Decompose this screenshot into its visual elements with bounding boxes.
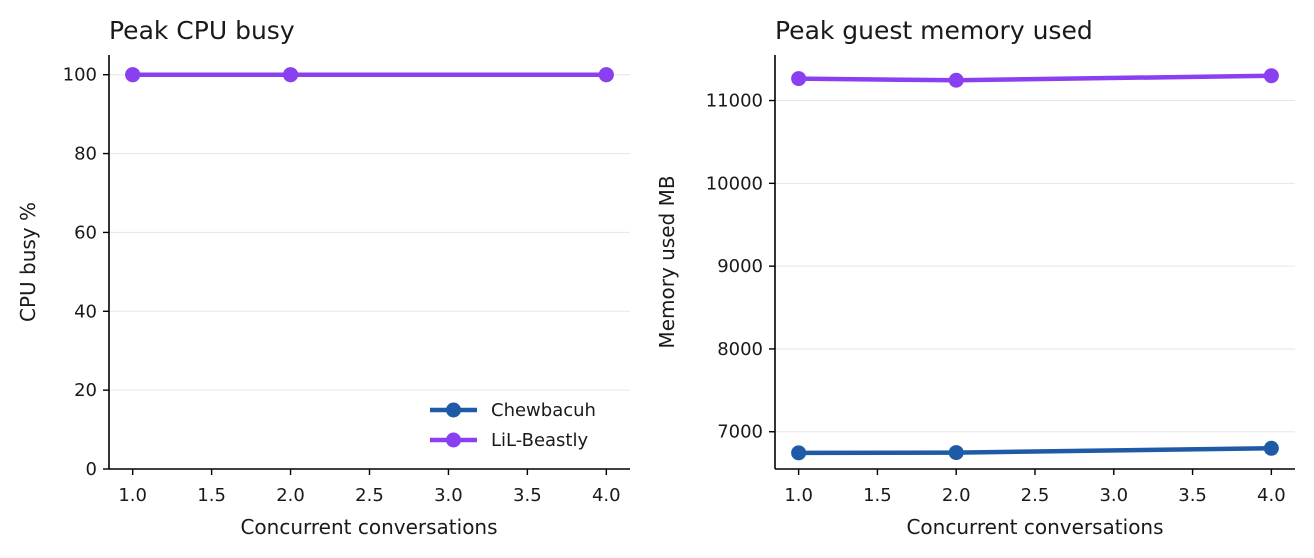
y-tick-label: 80 <box>74 144 97 165</box>
x-tick-label: 2.0 <box>276 485 305 506</box>
x-tick-label: 3.0 <box>1099 485 1128 506</box>
y-tick-label: 7000 <box>717 422 763 443</box>
series-chewbacuh <box>791 440 1279 461</box>
chart-title: Peak CPU busy <box>109 16 295 45</box>
x-axis-label: Concurrent conversations <box>906 515 1163 539</box>
series-lil-beastly <box>791 68 1279 88</box>
y-tick-label: 60 <box>74 222 97 243</box>
legend: Chewbacuh LiL-Beastly <box>430 400 596 451</box>
x-tick-label: 3.0 <box>434 485 463 506</box>
x-tick-label: 2.0 <box>942 485 971 506</box>
x-tick-label: 1.0 <box>784 485 813 506</box>
y-tick-label: 20 <box>74 380 97 401</box>
x-tick-label: 2.5 <box>1021 485 1050 506</box>
x-tick-label: 3.5 <box>1178 485 1207 506</box>
data-point <box>948 72 964 88</box>
legend-marker <box>446 432 461 448</box>
y-tick-label: 0 <box>86 459 97 480</box>
series-line <box>796 446 1274 456</box>
x-tick-label: 4.0 <box>1257 485 1286 506</box>
data-point <box>125 67 141 83</box>
y-axis-label: Memory used MB <box>655 175 679 348</box>
data-point <box>1263 440 1279 456</box>
x-tick-label: 2.5 <box>355 485 384 506</box>
legend-label: LiL-Beastly <box>491 430 588 451</box>
x-tick-label: 1.5 <box>863 485 892 506</box>
x-tick-label: 1.0 <box>118 485 147 506</box>
data-point <box>791 445 807 461</box>
x-tick-label: 3.5 <box>513 485 542 506</box>
chart-cpu-busy: Peak CPU busy Concurrent conversations C… <box>16 16 630 539</box>
y-axis-label: CPU busy % <box>16 202 40 322</box>
legend-label: Chewbacuh <box>491 400 596 421</box>
y-tick-label: 9000 <box>717 256 763 277</box>
y-tick-label: 10000 <box>706 173 763 194</box>
y-tick-label: 11000 <box>706 91 763 112</box>
series-line <box>796 73 1274 83</box>
x-tick-label: 1.5 <box>197 485 226 506</box>
data-point <box>1263 68 1279 84</box>
x-tick-label: 4.0 <box>592 485 621 506</box>
chart-title: Peak guest memory used <box>775 16 1093 45</box>
y-tick-label: 40 <box>74 301 97 322</box>
data-point <box>598 67 614 83</box>
data-point <box>948 445 964 461</box>
data-point <box>283 67 299 83</box>
data-point <box>791 71 807 87</box>
chart-memory-used: Peak guest memory used Concurrent conver… <box>655 16 1295 539</box>
y-tick-label: 8000 <box>717 339 763 360</box>
legend-marker <box>446 402 461 418</box>
series-lil-beastly <box>125 67 614 83</box>
y-tick-label: 100 <box>63 65 97 86</box>
x-axis-label: Concurrent conversations <box>240 515 497 539</box>
